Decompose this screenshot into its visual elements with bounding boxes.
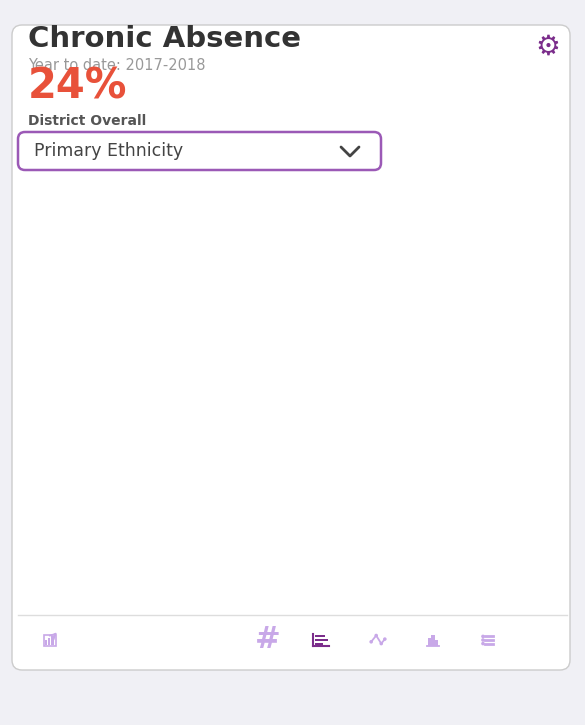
Text: 24%: 24% xyxy=(28,65,128,107)
Text: 29.9%: 29.9% xyxy=(463,223,505,235)
Circle shape xyxy=(384,638,386,640)
FancyBboxPatch shape xyxy=(45,640,47,645)
FancyBboxPatch shape xyxy=(315,639,328,641)
Text: 23%: 23% xyxy=(398,422,428,435)
Text: Primary Ethnicity: Primary Ethnicity xyxy=(34,142,183,160)
FancyBboxPatch shape xyxy=(18,132,381,170)
Circle shape xyxy=(482,639,484,641)
FancyBboxPatch shape xyxy=(432,634,435,646)
Circle shape xyxy=(375,634,377,637)
Text: Year to date: 2017-2018: Year to date: 2017-2018 xyxy=(28,58,205,73)
Text: Chronic Absence: Chronic Absence xyxy=(28,25,301,53)
Text: 25.9%: 25.9% xyxy=(425,289,467,302)
FancyBboxPatch shape xyxy=(51,636,54,645)
FancyBboxPatch shape xyxy=(428,638,431,646)
FancyBboxPatch shape xyxy=(435,639,438,646)
Bar xyxy=(176,481,293,509)
Bar xyxy=(176,215,457,243)
Text: District Overall: District Overall xyxy=(28,114,146,128)
Text: #: # xyxy=(255,626,281,655)
FancyBboxPatch shape xyxy=(315,635,325,637)
Bar xyxy=(176,415,393,442)
Circle shape xyxy=(380,642,383,645)
Circle shape xyxy=(370,641,372,643)
FancyBboxPatch shape xyxy=(48,638,50,645)
Circle shape xyxy=(482,642,484,645)
FancyBboxPatch shape xyxy=(12,25,570,670)
Text: ⚙: ⚙ xyxy=(535,33,560,61)
Text: 12.5%: 12.5% xyxy=(299,489,341,502)
Text: 24%: 24% xyxy=(407,355,437,368)
Circle shape xyxy=(482,635,484,637)
Bar xyxy=(176,281,419,310)
Bar xyxy=(176,348,402,376)
FancyBboxPatch shape xyxy=(315,643,323,645)
Text: 0%: 0% xyxy=(180,555,201,568)
